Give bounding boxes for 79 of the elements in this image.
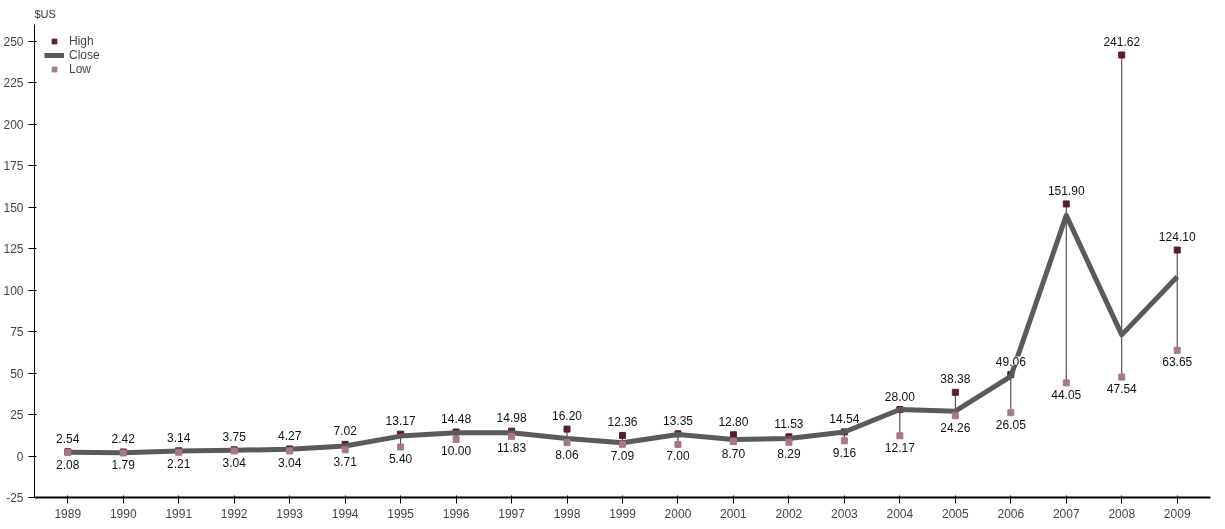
data-label: 13.35 <box>662 413 694 428</box>
y-tick-label: 225 <box>3 76 24 91</box>
data-label: 14.98 <box>496 411 527 426</box>
data-label: 7.02 <box>333 424 358 439</box>
y-axis-title: $US <box>34 7 56 20</box>
data-label: 14.48 <box>441 411 472 426</box>
data-label: 151.90 <box>1047 183 1085 198</box>
x-tick-label: 1998 <box>553 506 581 521</box>
y-tick-label: 100 <box>3 283 24 298</box>
data-label: 8.06 <box>555 447 580 462</box>
data-label: 24.26 <box>940 420 971 435</box>
data-label: 13.17 <box>385 414 416 429</box>
data-label: 4.27 <box>277 428 302 443</box>
y-tick-label: 175 <box>3 159 24 174</box>
data-label: 63.65 <box>1162 355 1193 370</box>
data-label: 14.54 <box>829 411 860 426</box>
y-tick-label: 0 <box>16 449 24 464</box>
y-tick-label: 125 <box>3 242 24 257</box>
data-label: 2.42 <box>111 431 136 446</box>
data-label: 26.05 <box>995 417 1027 432</box>
x-tick-label: 1994 <box>331 506 359 521</box>
x-tick-label: 1995 <box>387 506 415 521</box>
x-tick-label: 2006 <box>997 506 1025 521</box>
y-tick-label: 75 <box>10 325 24 340</box>
x-tick-label: 1989 <box>54 506 82 521</box>
data-label: 12.80 <box>718 414 749 429</box>
data-label: 3.04 <box>277 455 302 470</box>
x-tick-label: 2002 <box>775 506 803 521</box>
data-label: 9.16 <box>832 445 857 460</box>
data-label: 8.70 <box>721 446 746 461</box>
y-tick-label: 200 <box>3 117 24 132</box>
data-label: 2.54 <box>56 431 80 446</box>
y-tick-label: 25 <box>10 408 24 423</box>
data-label: 16.20 <box>552 409 583 424</box>
data-label: 2.21 <box>167 457 191 472</box>
y-tick-label: -25 <box>6 491 24 505</box>
data-label: 3.04 <box>222 455 247 470</box>
x-tick-label: 1999 <box>609 506 637 521</box>
x-tick-label: 1996 <box>442 506 470 521</box>
data-label: 38.38 <box>940 372 971 387</box>
x-tick-label: 2003 <box>831 506 859 521</box>
data-label: 12.36 <box>607 415 638 430</box>
x-tick-label: 1992 <box>220 506 248 521</box>
data-label: 241.62 <box>1103 35 1141 49</box>
y-tick-label: 250 <box>3 34 24 49</box>
legend-label: High <box>69 34 94 48</box>
legend-label: Low <box>69 62 92 76</box>
y-tick-label: 150 <box>3 200 24 215</box>
y-tick-label: 50 <box>10 366 24 381</box>
x-tick-label: 1991 <box>165 506 193 521</box>
data-label: 3.14 <box>167 430 191 445</box>
data-label: 7.09 <box>610 449 635 464</box>
legend-label: Close <box>69 48 100 62</box>
data-label: 124.10 <box>1158 230 1196 245</box>
x-tick-label: 2008 <box>1108 506 1136 521</box>
data-label: 10.00 <box>441 444 472 459</box>
data-label: 11.83 <box>496 441 527 456</box>
x-tick-label: 2005 <box>941 506 969 521</box>
x-tick-label: 2007 <box>1052 506 1080 521</box>
data-label: 12.17 <box>884 440 916 455</box>
data-label: 47.54 <box>1106 382 1138 397</box>
x-tick-label: 1997 <box>498 506 526 521</box>
data-label: 1.79 <box>111 458 136 473</box>
x-tick-label: 2000 <box>664 506 692 521</box>
data-label: 2.08 <box>56 457 80 472</box>
x-tick-label: 1990 <box>109 506 137 521</box>
data-label: 3.75 <box>222 429 247 444</box>
x-tick-label: 1993 <box>276 506 304 521</box>
data-label: 5.40 <box>388 452 413 467</box>
x-tick-label: 2001 <box>720 506 748 521</box>
data-label: 7.00 <box>666 449 690 464</box>
data-label: 11.53 <box>774 416 804 431</box>
x-tick-label: 2004 <box>886 506 914 521</box>
x-tick-label: 2009 <box>1163 506 1191 521</box>
data-label: 49.06 <box>995 354 1027 369</box>
data-label: 28.00 <box>884 389 916 404</box>
data-label: 44.05 <box>1051 387 1082 402</box>
data-label: 3.71 <box>333 454 358 469</box>
data-label: 8.29 <box>777 447 801 462</box>
